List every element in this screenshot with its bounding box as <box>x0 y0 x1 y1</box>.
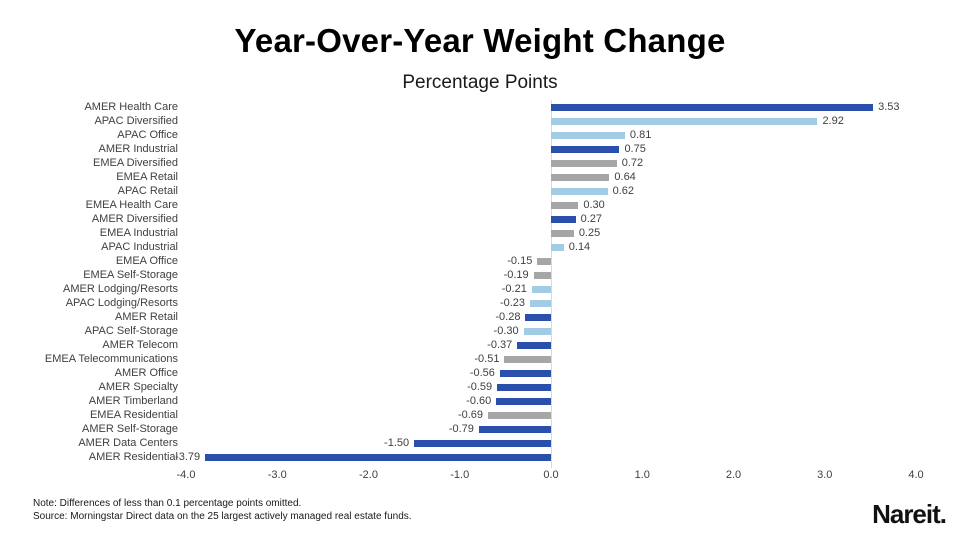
x-tick-label: 4.0 <box>908 469 924 481</box>
bar-value-label: 0.25 <box>578 227 601 239</box>
bar-value-label: -0.60 <box>466 395 492 407</box>
bar <box>551 230 574 237</box>
bar <box>551 244 564 251</box>
nareit-logo: Nareit. <box>872 499 947 529</box>
bar-value-label: -0.37 <box>487 339 513 351</box>
category-label: AMER Lodging/Resorts <box>63 283 178 295</box>
footnote-source: Source: Morningstar Direct data on the 2… <box>33 511 412 522</box>
bar <box>533 272 551 279</box>
category-label: EMEA Residential <box>89 409 178 421</box>
bar <box>530 300 551 307</box>
category-labels: AMER Health Care APAC Diversified APAC Off… <box>0 100 178 464</box>
category-label: APAC Office <box>117 129 178 141</box>
category-label: AMER Retail <box>115 311 178 323</box>
bar <box>205 454 551 461</box>
bar <box>499 370 551 377</box>
category-label: APAC Diversified <box>94 115 178 127</box>
bar <box>551 132 625 139</box>
bar <box>551 146 620 153</box>
category-label: EMEA Industrial <box>99 227 178 239</box>
category-label: AMER Health Care <box>84 101 178 113</box>
bar-value-label: 0.64 <box>614 171 636 183</box>
bar <box>523 328 551 335</box>
plot-area: 3.53 2.92 0.81 0.75 0.72 0.64 0.62 0.30 0.27 0.25… <box>175 100 916 468</box>
category-label: AMER Self-Storage <box>82 423 178 435</box>
category-label: AMER Office <box>114 367 178 379</box>
category-label: APAC Retail <box>117 185 178 197</box>
x-tick-label: 3.0 <box>817 469 833 481</box>
bar <box>497 384 551 391</box>
bar <box>551 104 874 111</box>
page-title: Year-Over-Year Weight Change <box>234 22 726 59</box>
category-label: AMER Specialty <box>98 381 178 393</box>
bar <box>551 188 608 195</box>
category-label: EMEA Self-Storage <box>83 269 178 281</box>
category-label: EMEA Diversified <box>93 157 178 169</box>
category-label: AMER Diversified <box>91 213 178 225</box>
x-tick-label: -4.0 <box>176 469 196 481</box>
footnotes: Note: Differences of less than 0.1 perce… <box>33 497 412 523</box>
bar <box>531 286 551 293</box>
bar-value-label: -0.30 <box>493 325 519 337</box>
bar-value-label: 0.27 <box>580 213 603 225</box>
bar <box>551 216 576 223</box>
bar-value-label: 3.53 <box>878 101 900 113</box>
bar-value-label: 0.30 <box>583 199 605 211</box>
bar-value-label: 0.72 <box>621 157 644 169</box>
bar <box>478 426 551 433</box>
footnote-note: Note: Differences of less than 0.1 perce… <box>33 498 302 509</box>
bar <box>504 356 551 363</box>
bar <box>551 174 610 181</box>
bar-value-label: -0.15 <box>507 255 533 267</box>
category-label: EMEA Office <box>115 255 178 267</box>
x-tick-label: 0.0 <box>543 469 559 481</box>
bar-value-label: 2.92 <box>822 115 844 127</box>
category-label: EMEA Health Care <box>85 199 178 211</box>
x-tick-label: -3.0 <box>267 469 287 481</box>
zero-axis-line <box>551 100 552 468</box>
category-label: AMER Timberland <box>88 395 178 407</box>
bar <box>488 412 551 419</box>
x-tick-label: 2.0 <box>725 469 742 481</box>
category-label: AMER Residential <box>88 451 178 463</box>
bar-value-label: -0.28 <box>495 311 521 323</box>
category-label: APAC Industrial <box>101 241 178 253</box>
category-label: APAC Self-Storage <box>84 325 178 337</box>
x-tick-label: -1.0 <box>450 469 470 481</box>
bar-value-label: -0.21 <box>501 283 527 295</box>
bar-value-label: -1.50 <box>384 437 410 449</box>
bar <box>414 440 551 447</box>
bar <box>525 314 551 321</box>
bar-value-label: -0.59 <box>467 381 493 393</box>
bar-value-label: -0.23 <box>499 297 526 309</box>
x-tick-label: -2.0 <box>359 469 378 481</box>
bar-value-label: 0.14 <box>568 241 591 253</box>
bar-value-label: 0.62 <box>612 185 634 197</box>
bar-value-label: -0.69 <box>457 409 484 421</box>
bar-value-label: 0.81 <box>629 129 652 141</box>
category-label: EMEA Retail <box>116 171 178 183</box>
category-label: AMER Telecom <box>102 339 178 351</box>
x-tick-label: 1.0 <box>634 469 650 481</box>
category-label: AMER Data Centers <box>78 437 178 449</box>
x-axis: -4.0 -3.0 -2.0 -1.0 0.0 1.0 2.0 3.0 4.0 <box>177 469 924 483</box>
category-label: APAC Lodging/Resorts <box>65 297 178 309</box>
bar-value-label: -3.79 <box>175 451 201 463</box>
bar-value-label: 0.75 <box>624 143 646 155</box>
bar <box>496 398 551 405</box>
bar-value-label: -0.51 <box>474 353 500 365</box>
bar-value-label: -0.79 <box>448 423 474 435</box>
bar <box>551 118 818 125</box>
bar-value-label: -0.56 <box>469 367 495 379</box>
bar-value-label: -0.19 <box>503 269 529 281</box>
chart-subtitle: Percentage Points <box>402 72 558 93</box>
category-label: AMER Industrial <box>98 143 178 155</box>
bar <box>537 258 551 265</box>
bar <box>551 202 579 209</box>
category-label: EMEA Telecommunications <box>44 353 178 365</box>
bar <box>551 160 617 167</box>
bar <box>517 342 551 349</box>
